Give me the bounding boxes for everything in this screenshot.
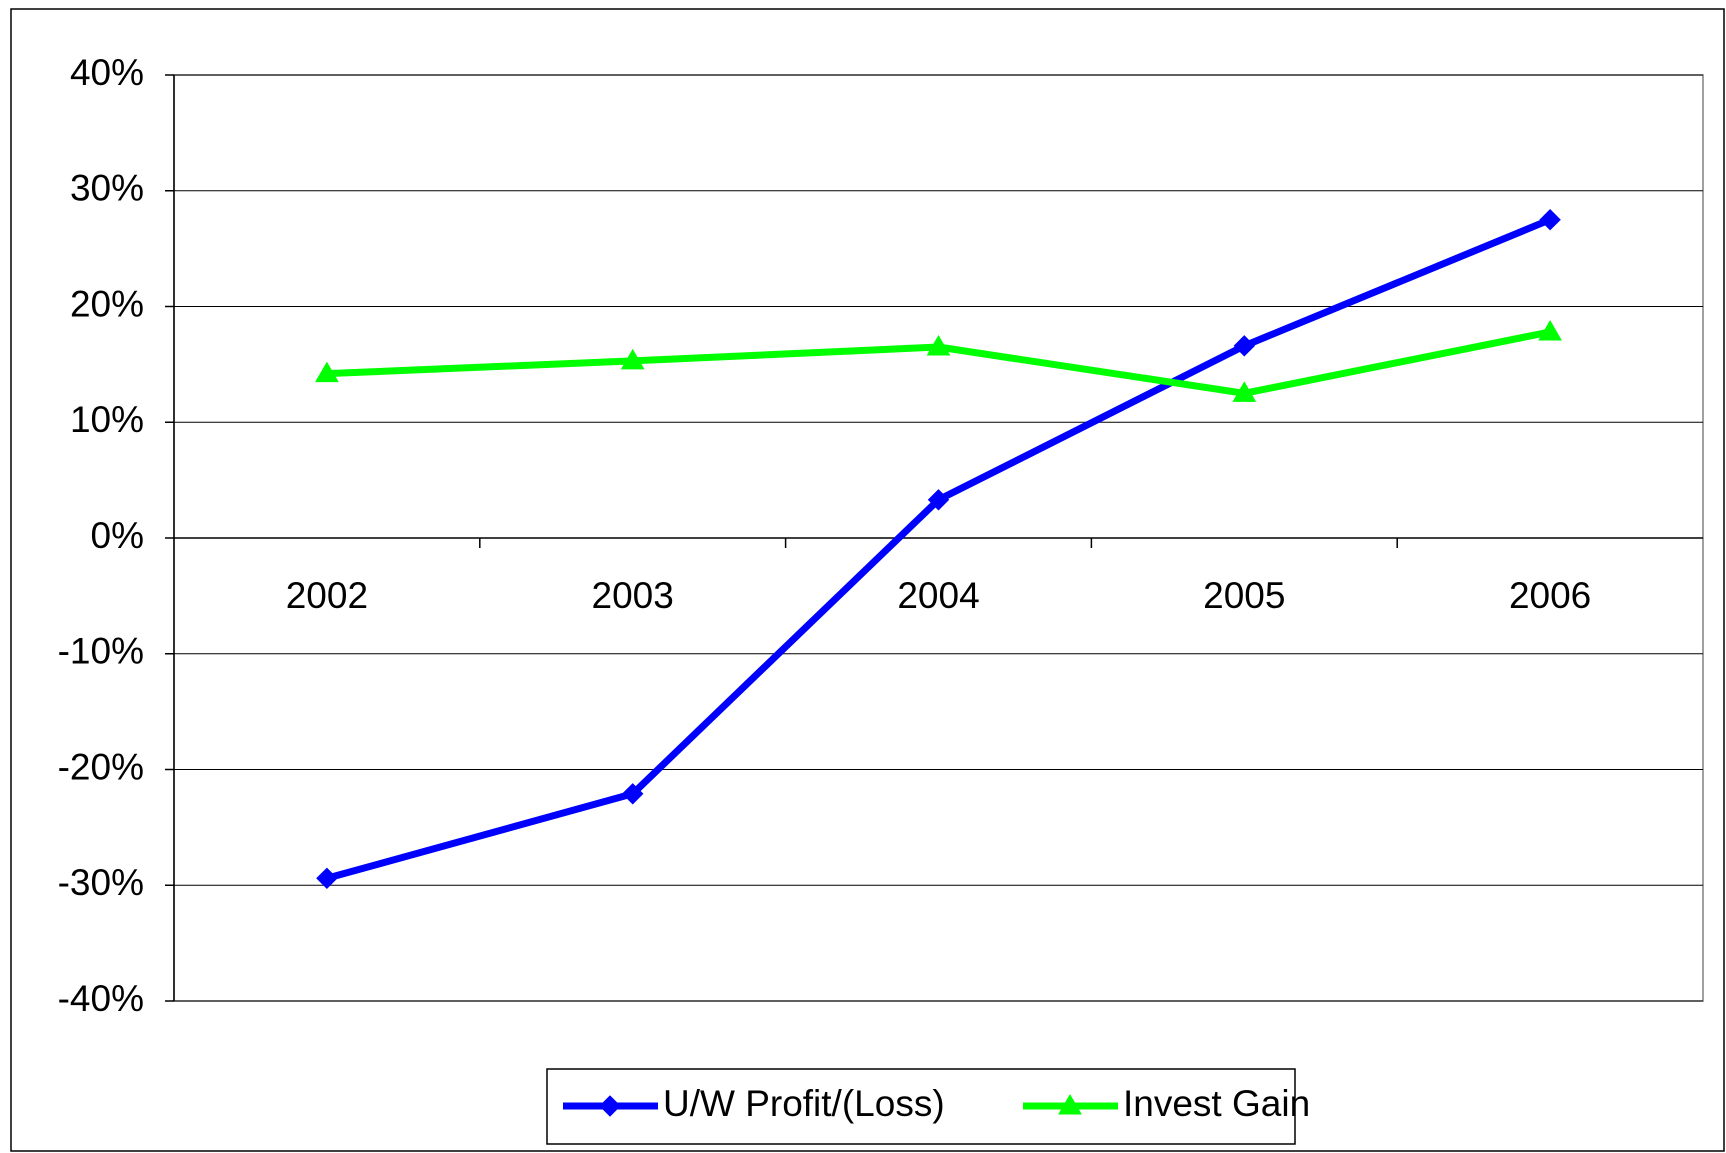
y-tick-label: -10% — [58, 631, 144, 672]
data-point — [1538, 319, 1562, 341]
data-point — [621, 783, 644, 805]
legend-label: U/W Profit/(Loss) — [663, 1083, 945, 1124]
y-tick-label: 20% — [70, 283, 144, 324]
legend-marker — [1058, 1094, 1082, 1115]
data-point — [620, 348, 645, 370]
x-tick-label: 2003 — [592, 575, 674, 616]
y-tick-label: -20% — [58, 746, 144, 787]
series-line — [325, 216, 1552, 882]
y-tick-label: 30% — [70, 168, 144, 209]
data-point — [1539, 208, 1561, 231]
x-tick-label: 2005 — [1203, 575, 1285, 616]
chart-border — [10, 8, 1725, 1152]
data-point — [1232, 381, 1257, 402]
y-tick-label: -40% — [58, 978, 144, 1019]
data-point — [926, 335, 951, 356]
y-tick-label: 10% — [70, 399, 144, 440]
y-tick-label: 0% — [91, 515, 144, 556]
legend-label: Invest Gain — [1123, 1083, 1310, 1124]
data-point — [315, 361, 339, 383]
x-tick-label: 2004 — [897, 575, 979, 616]
data-point — [927, 489, 950, 511]
x-tick-label: 2002 — [286, 575, 368, 616]
y-tick-label: -30% — [58, 862, 144, 903]
data-point — [1233, 335, 1256, 357]
y-tick-label: 40% — [70, 52, 144, 93]
legend — [546, 1068, 1296, 1145]
x-tick-label: 2006 — [1509, 575, 1591, 616]
data-point — [316, 867, 338, 890]
legend-marker — [599, 1095, 621, 1117]
